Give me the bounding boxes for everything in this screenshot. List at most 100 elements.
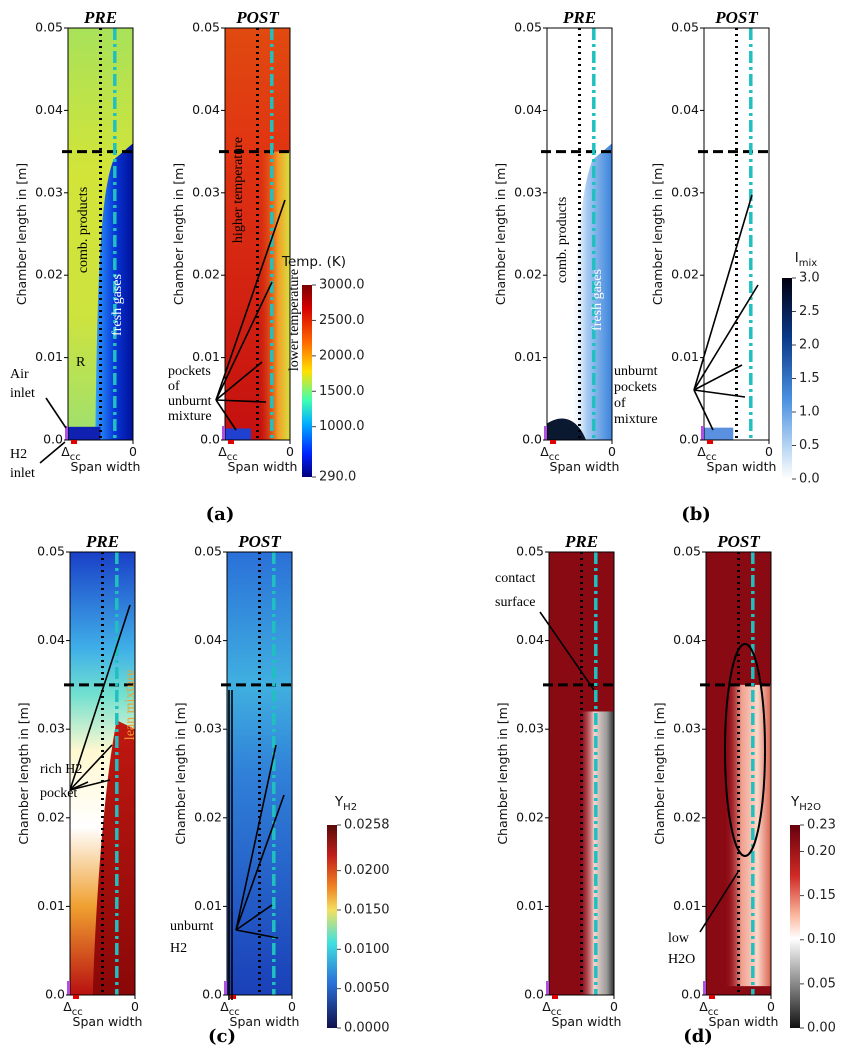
field [62, 27, 134, 444]
annotation: unburnt [168, 394, 212, 409]
panel-label: (a) [206, 504, 235, 525]
leader-line [215, 281, 273, 401]
x-tick-label: Δcc [220, 999, 240, 1018]
y-axis-label: Chamber length in [m] [650, 163, 665, 305]
y-tick-label: 0.0 [524, 987, 544, 1002]
leader-line [693, 389, 714, 431]
leader-line [215, 399, 267, 403]
air-inlet [224, 981, 227, 995]
y-tick-label: 0.0 [200, 432, 220, 447]
frame [69, 551, 136, 996]
x-tick-label-main: Δ [218, 444, 227, 459]
x-tick-label-sub: cc [70, 452, 81, 463]
x-tick-label-main: Δ [699, 999, 708, 1014]
y-tick-label: 0.03 [673, 721, 701, 736]
y-axis-label: Chamber length in [m] [495, 702, 510, 844]
annotation: H2 [10, 447, 27, 462]
annotation: inlet [10, 466, 35, 481]
x-axis-label: Span width [552, 1014, 622, 1029]
x-tick-label-sub: cc [549, 452, 560, 463]
annotation: higher temperature [231, 137, 246, 243]
field [219, 27, 291, 444]
h2-inlet [550, 440, 556, 444]
field-region [704, 427, 734, 440]
colorbar-title-main: Y [334, 794, 344, 810]
colorbar-tick-label: 2500.0 [319, 313, 365, 328]
frame [705, 551, 772, 996]
colorbar-tick-label: 0.05 [807, 976, 836, 991]
leader-line [215, 361, 263, 401]
y-axis-label: Chamber length in [m] [652, 702, 667, 844]
leader-line [693, 194, 753, 391]
x-tick-label: 0 [286, 444, 294, 459]
leader-line [693, 284, 759, 391]
x-axis-label: Span width [550, 459, 620, 474]
y-axis-label: Chamber length in [m] [171, 163, 186, 305]
h2-inlet [552, 995, 558, 999]
leader-line [699, 871, 739, 933]
leader-line [39, 441, 66, 464]
panel-label: (c) [208, 1026, 236, 1047]
frame [224, 27, 291, 441]
field [700, 551, 772, 999]
colorbar-title: Imix [795, 250, 818, 269]
x-tick-label: 0 [765, 444, 773, 459]
subplot-title: PRE [83, 8, 117, 27]
subplot-title: POST [716, 532, 760, 551]
colorbar-tick-label: 0.0200 [344, 863, 390, 878]
h2-inlet [73, 995, 79, 999]
x-tick-label: Δcc [540, 444, 560, 463]
x-axis-label: Span width [228, 459, 298, 474]
annotation: pockets [168, 364, 211, 379]
y-tick-label: 0.0 [202, 987, 222, 1002]
y-tick-label: 0.04 [37, 632, 65, 647]
y-tick-label: 0.03 [35, 184, 63, 199]
field [541, 27, 613, 444]
colorbar-title: YH2O [790, 794, 821, 813]
annotation: comb. products [76, 187, 91, 273]
x-tick-label: 0 [608, 444, 616, 459]
annotation: pockets [614, 380, 657, 395]
y-tick-label: 0.03 [192, 184, 220, 199]
colorbar-tick-label: 1.5 [799, 371, 820, 386]
y-tick-label: 0.01 [514, 349, 542, 364]
x-tick-label-main: Δ [697, 444, 706, 459]
subplot-title: POST [714, 8, 758, 27]
annotation: lower temperature [287, 269, 302, 371]
frame [703, 27, 770, 441]
y-tick-label: 0.02 [673, 809, 701, 824]
x-tick-label: 0 [288, 999, 296, 1014]
annotation: unburnt [170, 919, 214, 934]
leader-line [69, 744, 113, 791]
panel-label: (b) [681, 504, 711, 525]
y-tick-label: 0.05 [516, 544, 544, 559]
y-tick-label: 0.04 [516, 632, 544, 647]
field-region [225, 428, 251, 440]
y-tick-label: 0.05 [673, 544, 701, 559]
y-tick-label: 0.02 [194, 809, 222, 824]
leader-line [235, 794, 285, 931]
highlight-ellipse [724, 643, 766, 857]
leader-line [235, 904, 273, 931]
colorbar-title-main: I [795, 250, 799, 266]
colorbar-title-sub: H2 [343, 802, 357, 813]
y-axis-label: Chamber length in [m] [16, 702, 31, 844]
y-tick-label: 0.01 [194, 898, 222, 913]
colorbar [327, 825, 337, 1028]
colorbar-title: Temp. (K) [281, 254, 346, 270]
y-tick-label: 0.04 [192, 102, 220, 117]
colorbar-tick-label: 1000.0 [319, 419, 365, 434]
colorbar-tick-label: 0.15 [807, 888, 836, 903]
y-tick-label: 0.03 [671, 184, 699, 199]
leader-line [235, 744, 277, 931]
colorbar-tick-label: 0.0050 [344, 981, 390, 996]
x-tick-label: 0 [610, 999, 618, 1014]
colorbar [790, 825, 800, 1028]
x-axis-label: Span width [707, 459, 777, 474]
annotation: surface [495, 595, 535, 610]
annotation: fresh gases [110, 274, 125, 336]
x-tick-label-main: Δ [540, 444, 549, 459]
y-tick-label: 0.01 [673, 898, 701, 913]
leader-line [693, 364, 743, 391]
y-axis-label: Chamber length in [m] [173, 702, 188, 844]
